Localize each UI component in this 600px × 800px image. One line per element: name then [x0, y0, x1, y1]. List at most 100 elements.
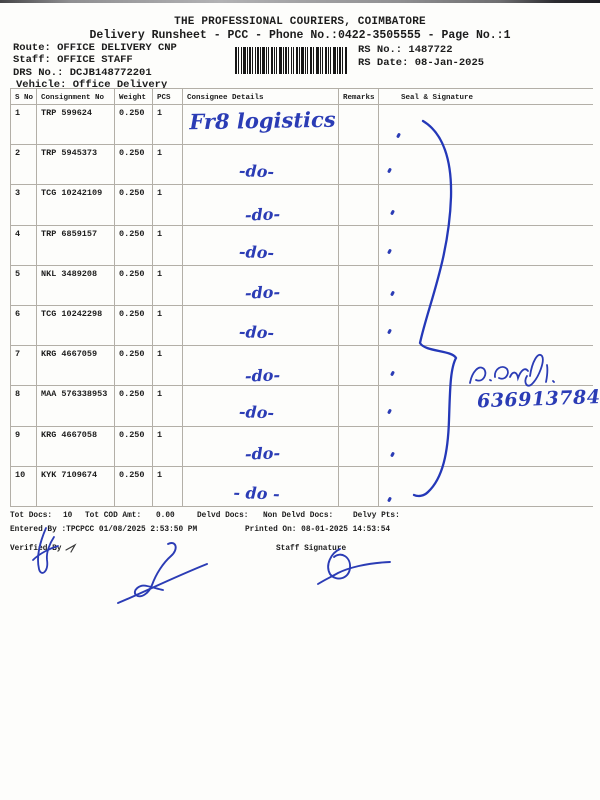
- route-line: Route: OFFICE DELIVERY CNP: [13, 42, 177, 54]
- cell-s-no: 5: [11, 265, 37, 306]
- consignment-table: S No Consignment No Weight PCS Consignee…: [10, 88, 593, 507]
- col-header-consignment-no: Consignment No: [37, 89, 115, 105]
- scan-edge-artifact: [0, 0, 600, 3]
- staff-line: Staff: OFFICE STAFF: [13, 54, 133, 66]
- staff-signature-label: Staff Signature: [276, 545, 347, 553]
- drs-line: DRS No.: DCJB148772201: [13, 67, 152, 79]
- rs-date-label: RS Date:: [358, 57, 409, 69]
- cell-s-no: 10: [11, 466, 37, 507]
- barcode-icon: [235, 47, 347, 74]
- col-header-s-no: S No: [11, 89, 37, 105]
- cell-seal-signature: [379, 386, 593, 427]
- cell-consignee-details: -do-: [183, 265, 339, 306]
- cell-pcs: 1: [153, 305, 183, 347]
- cell-weight: 0.250: [115, 145, 153, 186]
- cell-consignee-details: Fr8 logistics: [183, 105, 339, 146]
- pen-tick-mark: [387, 496, 392, 503]
- rs-date-value: 08-Jan-2025: [414, 57, 485, 69]
- cell-pcs: 1: [153, 346, 183, 387]
- pen-tick-mark: [390, 370, 395, 377]
- cell-remarks: [339, 145, 379, 186]
- handwritten-ditto-mark: -do-: [238, 322, 275, 343]
- handwritten-ditto-mark: -do-: [244, 365, 281, 386]
- cell-consignment-no: TRP 6859157: [37, 225, 115, 266]
- cell-remarks: [339, 265, 379, 306]
- cell-consignment-no: NKL 3489208: [37, 265, 115, 306]
- delvd-docs-label: Delvd Docs:: [197, 512, 249, 520]
- staff-signature: [317, 548, 391, 585]
- cell-s-no: 7: [11, 346, 37, 387]
- verified-by-label: Verified By: [10, 545, 62, 553]
- cell-consignment-no: TCG 10242109: [37, 185, 115, 226]
- pen-tick-mark: [387, 248, 392, 254]
- pen-tick-mark: [390, 209, 395, 216]
- drs-value: DCJB148772201: [69, 67, 152, 79]
- cell-consignment-no: KYK 7109674: [37, 466, 115, 507]
- company-title: THE PROFESSIONAL COURIERS, COIMBATORE: [174, 16, 426, 28]
- cell-remarks: [339, 386, 379, 427]
- tot-docs-label: Tot Docs:: [10, 512, 53, 520]
- cell-pcs: 1: [153, 426, 183, 467]
- tot-cod-value: 0.00: [156, 512, 175, 520]
- cell-s-no: 2: [11, 145, 37, 186]
- cell-pcs: 1: [153, 105, 183, 146]
- cell-consignment-no: TRP 5945373: [37, 145, 115, 186]
- rs-no-line: RS No.: 1487722: [358, 44, 453, 56]
- pen-tick-mark: [387, 167, 392, 174]
- tot-docs-value: 10: [63, 512, 73, 520]
- staff-value: OFFICE STAFF: [57, 54, 133, 66]
- handwritten-ditto-mark: -do-: [244, 282, 281, 303]
- handwritten-ditto-mark: -do-: [238, 241, 275, 262]
- cell-consignee-details: -do-: [183, 145, 339, 186]
- handwritten-ditto-mark: - do -: [233, 482, 280, 504]
- cell-remarks: [339, 346, 379, 387]
- cell-consignee-details: -do-: [183, 305, 339, 347]
- cell-consignment-no: TRP 599624: [37, 105, 115, 146]
- handwritten-phone-number: 6369137841: [476, 385, 600, 413]
- cell-consignee-details: -do-: [183, 185, 339, 226]
- col-header-weight: Weight: [115, 89, 153, 105]
- cell-consignee-details: -do-: [183, 386, 339, 427]
- pen-tick-mark: [390, 290, 395, 297]
- non-delvd-docs-label: Non Delvd Docs:: [263, 512, 334, 520]
- route-label: Route:: [13, 42, 51, 54]
- runsheet-subtitle: Delivery Runsheet - PCC - Phone No.:0422…: [89, 29, 511, 42]
- cell-pcs: 1: [153, 145, 183, 186]
- cell-weight: 0.250: [115, 225, 153, 266]
- col-header-consignee: Consignee Details: [183, 89, 339, 105]
- cell-pcs: 1: [153, 225, 183, 266]
- cell-consignment-no: KRG 4667059: [37, 346, 115, 387]
- cell-remarks: [339, 225, 379, 266]
- cell-s-no: 1: [11, 105, 37, 146]
- pen-tick-mark: [387, 408, 392, 415]
- rs-no-value: 1487722: [408, 44, 453, 56]
- cell-seal-signature: [379, 306, 593, 347]
- cell-s-no: 3: [11, 185, 37, 226]
- cell-s-no: 9: [11, 426, 37, 467]
- pen-tick-mark: [390, 451, 395, 457]
- pen-tick-mark: [396, 132, 401, 139]
- cell-weight: 0.250: [115, 265, 153, 306]
- cell-seal-signature: [379, 467, 593, 507]
- cell-consignee-details: - do -: [183, 466, 339, 507]
- cell-consignee-details: -do-: [183, 346, 339, 387]
- handwritten-ditto-mark: -do-: [238, 402, 275, 423]
- col-header-seal-signature: Seal & Signature: [379, 89, 593, 105]
- cell-weight: 0.250: [115, 386, 153, 427]
- handwritten-ditto-mark: -do-: [244, 204, 281, 225]
- cell-consignee-details: -do-: [183, 426, 339, 467]
- cell-weight: 0.250: [115, 185, 153, 226]
- tot-cod-label: Tot COD Amt:: [85, 512, 142, 520]
- verified-by-tick-mark: [65, 543, 77, 553]
- printed-on-line: Printed On: 08-01-2025 14:53:54: [245, 526, 391, 534]
- route-value: OFFICE DELIVERY CNP: [57, 42, 177, 54]
- cell-seal-signature: [379, 105, 593, 146]
- cell-remarks: [339, 185, 379, 226]
- cell-consignee-details: -do-: [183, 225, 339, 266]
- rs-no-label: RS No.:: [358, 44, 403, 56]
- pen-tick-mark: [387, 328, 392, 335]
- cell-remarks: [339, 305, 379, 347]
- col-header-remarks: Remarks: [339, 89, 379, 105]
- cell-remarks: [339, 466, 379, 507]
